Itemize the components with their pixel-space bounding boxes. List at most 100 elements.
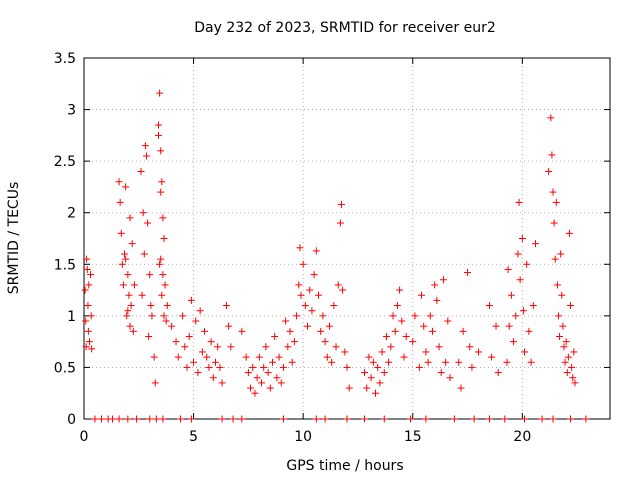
data-point: [155, 131, 163, 139]
x-tick-label: 15: [404, 429, 422, 445]
data-point: [179, 312, 187, 320]
data-point: [91, 415, 99, 423]
data-point: [176, 415, 184, 423]
data-point: [538, 415, 546, 423]
data-point: [187, 415, 195, 423]
data-point: [161, 281, 169, 289]
data-point: [268, 358, 276, 366]
data-point: [380, 369, 388, 377]
data-point: [122, 183, 130, 191]
data-point: [518, 235, 526, 242]
data-point: [560, 343, 568, 351]
data-point: [124, 271, 132, 279]
data-point: [547, 114, 555, 122]
data-point: [296, 244, 304, 252]
data-point: [552, 198, 560, 206]
data-point: [142, 152, 150, 160]
data-point: [505, 322, 513, 330]
data-point: [529, 302, 537, 310]
data-point: [203, 353, 211, 361]
data-point: [556, 332, 564, 340]
data-point: [196, 307, 204, 315]
data-point: [127, 302, 135, 310]
data-point: [523, 260, 531, 268]
data-point: [400, 353, 408, 361]
data-point: [382, 332, 390, 340]
data-point: [411, 312, 419, 320]
data-point: [218, 415, 226, 423]
data-point: [321, 415, 329, 423]
data-point: [119, 281, 127, 289]
data-point: [570, 348, 578, 356]
data-point: [162, 317, 170, 325]
data-point: [160, 312, 168, 320]
data-point: [214, 343, 222, 351]
data-point: [159, 214, 167, 222]
data-point: [515, 198, 523, 206]
data-point: [201, 327, 209, 335]
data-point: [168, 322, 176, 330]
data-point: [144, 219, 152, 227]
data-point: [273, 374, 281, 382]
data-point: [312, 247, 320, 255]
data-point: [559, 322, 567, 330]
data-point: [159, 415, 167, 423]
data-point: [549, 188, 557, 196]
data-point: [126, 322, 134, 330]
data-point: [387, 343, 395, 351]
data-point: [510, 338, 518, 346]
data-point: [514, 250, 522, 258]
data-point: [262, 343, 270, 351]
y-tick-label: 0.5: [54, 360, 76, 376]
data-point: [108, 415, 116, 423]
data-point: [407, 415, 415, 423]
data-point: [488, 353, 496, 361]
data-point: [446, 374, 454, 382]
data-point: [380, 415, 388, 423]
data-point: [367, 374, 375, 382]
data-point: [568, 363, 576, 371]
data-point: [561, 358, 569, 366]
data-point: [323, 353, 331, 361]
data-point: [190, 358, 198, 366]
data-point: [525, 327, 533, 335]
data-point: [516, 276, 524, 284]
data-point: [550, 219, 558, 227]
data-point: [341, 348, 349, 356]
data-point: [501, 415, 509, 423]
data-point: [156, 89, 164, 97]
data-point: [376, 379, 384, 387]
data-point: [147, 302, 155, 310]
data-point: [157, 147, 165, 155]
data-point: [222, 302, 230, 310]
data-point: [557, 250, 565, 258]
data-point: [312, 415, 320, 423]
y-tick-label: 0: [67, 412, 76, 428]
data-point: [521, 348, 529, 356]
data-point: [253, 374, 261, 382]
data-point: [146, 271, 154, 279]
data-points: [81, 89, 590, 423]
data-point: [494, 369, 502, 377]
data-point: [87, 271, 95, 279]
data-point: [343, 415, 351, 423]
data-point: [218, 379, 226, 387]
data-point: [209, 374, 217, 382]
data-point: [126, 214, 134, 222]
data-point: [242, 353, 250, 361]
data-point: [194, 369, 202, 377]
data-point: [551, 255, 559, 263]
data-point: [330, 302, 338, 310]
data-point: [279, 415, 287, 423]
data-point: [277, 379, 285, 387]
data-point: [130, 281, 138, 289]
data-point: [139, 209, 147, 217]
data-point: [332, 343, 340, 351]
data-point: [435, 343, 443, 351]
data-point: [148, 312, 156, 320]
data-point: [437, 369, 445, 377]
data-point: [158, 178, 166, 186]
data-point: [507, 291, 515, 299]
data-point: [369, 358, 377, 366]
